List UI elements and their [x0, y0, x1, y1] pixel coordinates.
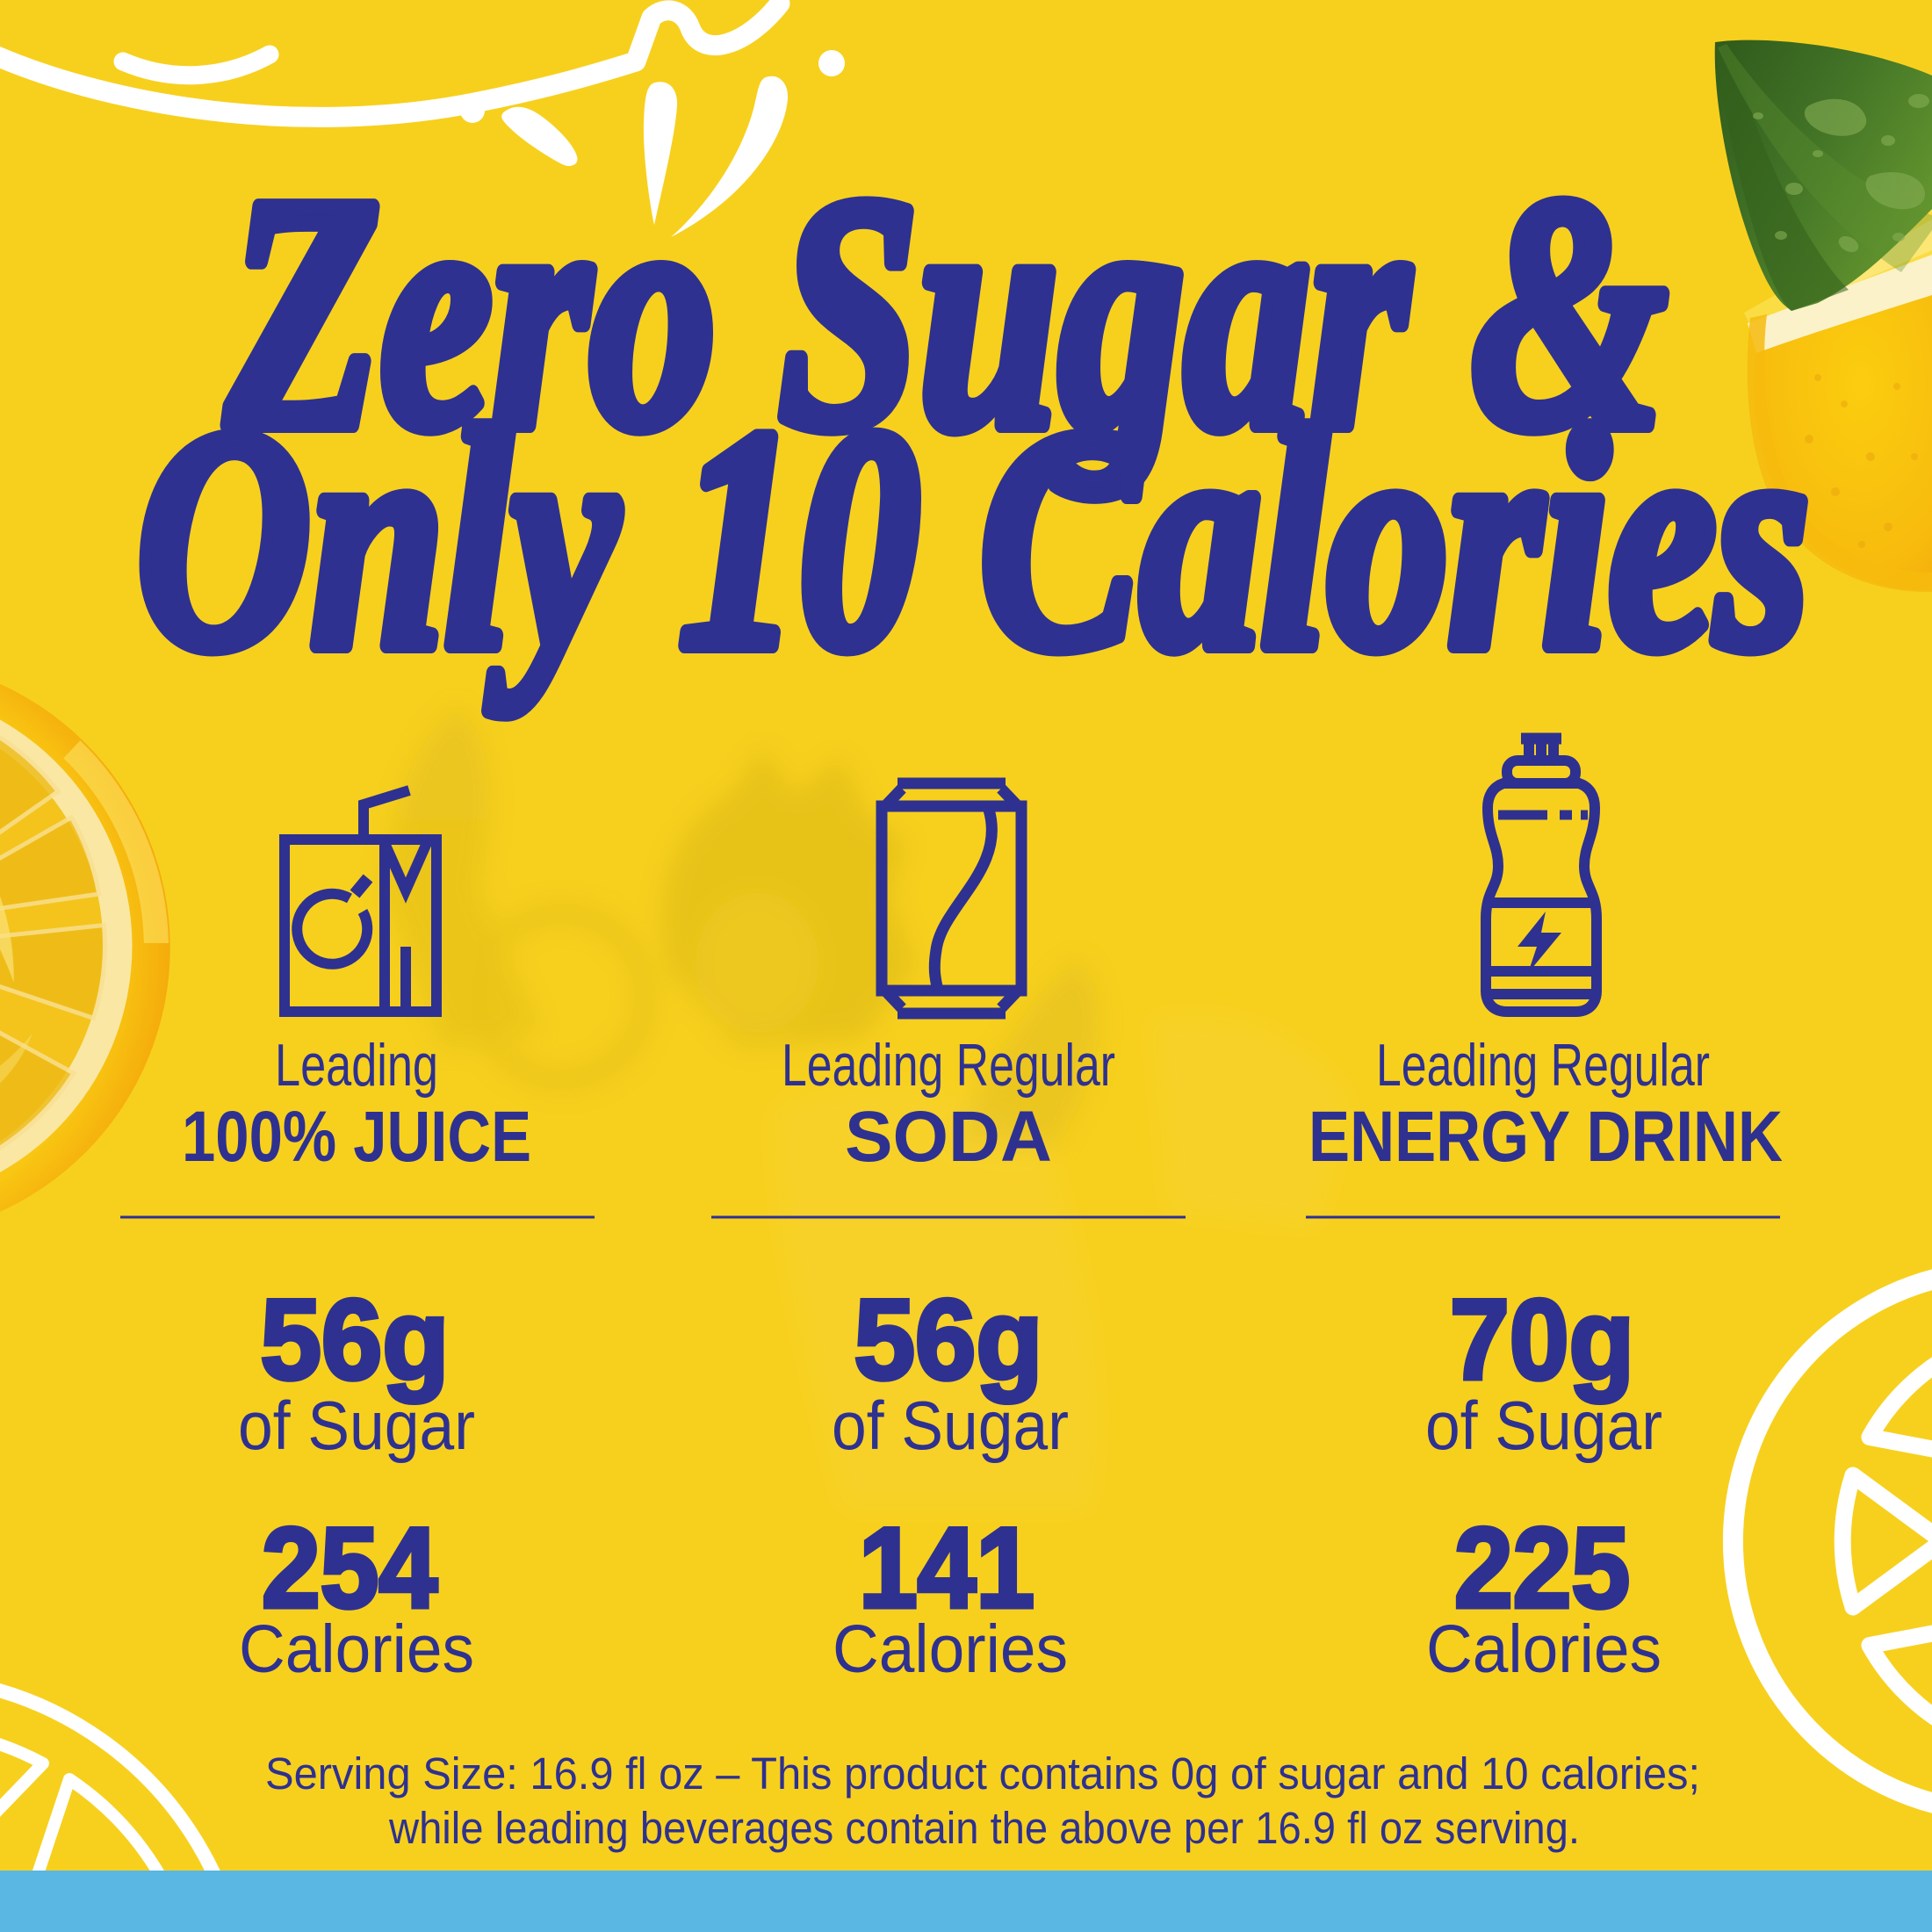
- svg-text:100% JUICE: 100% JUICE: [182, 1097, 531, 1177]
- svg-text:225: 225: [1454, 1503, 1630, 1632]
- svg-text:while leading beverages contai: while leading beverages contain the abov…: [388, 1803, 1580, 1853]
- svg-text:254: 254: [262, 1503, 437, 1632]
- svg-text:56g: 56g: [854, 1275, 1043, 1403]
- svg-text:Calories: Calories: [239, 1611, 474, 1687]
- svg-text:Calories: Calories: [833, 1611, 1068, 1687]
- svg-text:of Sugar: of Sugar: [238, 1387, 475, 1464]
- svg-text:Calories: Calories: [1426, 1611, 1662, 1687]
- svg-text:Leading: Leading: [275, 1032, 438, 1099]
- svg-text:SODA: SODA: [845, 1097, 1052, 1177]
- svg-text:of Sugar: of Sugar: [1425, 1387, 1662, 1464]
- svg-text:Leading Regular: Leading Regular: [782, 1032, 1115, 1099]
- svg-text:141: 141: [859, 1503, 1034, 1632]
- svg-text:of Sugar: of Sugar: [832, 1387, 1069, 1464]
- svg-text:56g: 56g: [261, 1275, 450, 1403]
- svg-text:Serving Size: 16.9 fl oz – Thi: Serving Size: 16.9 fl oz – This product …: [265, 1748, 1700, 1799]
- svg-text:ENERGY DRINK: ENERGY DRINK: [1308, 1097, 1783, 1177]
- svg-text:Only 10 Calories: Only 10 Calories: [137, 364, 1810, 715]
- svg-text:Leading Regular: Leading Regular: [1376, 1032, 1710, 1099]
- svg-text:Zero Sugar &: Zero Sugar &: [223, 128, 1667, 498]
- svg-text:70g: 70g: [1450, 1275, 1634, 1403]
